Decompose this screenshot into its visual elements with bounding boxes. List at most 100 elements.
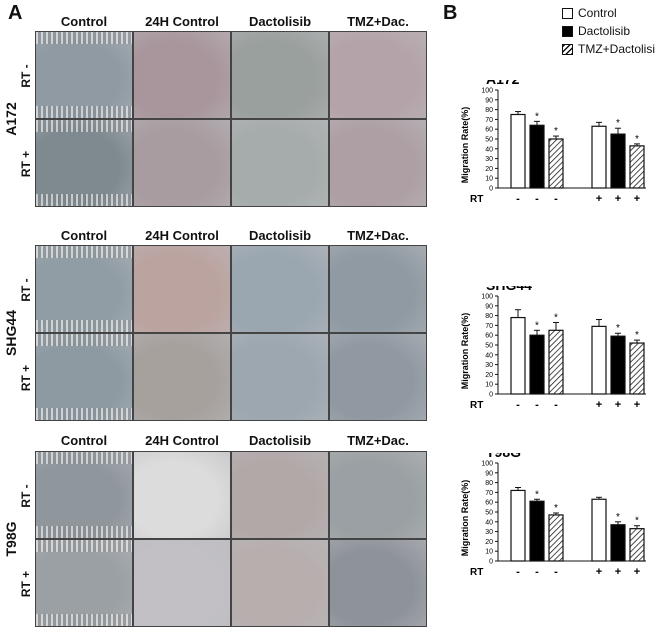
panel-letter-a: A: [8, 2, 23, 24]
rt-label: RT: [470, 400, 483, 411]
legend-swatch-white: [562, 7, 573, 19]
column-header: 24H Control: [145, 433, 219, 448]
column-header: 24H Control: [145, 228, 219, 243]
y-tick-label: 70: [485, 490, 493, 497]
microscopy-image: [133, 333, 231, 421]
bar: [629, 342, 645, 395]
y-tick-label: 50: [485, 510, 493, 517]
microscopy-image: [133, 119, 231, 207]
bar: [591, 325, 607, 395]
column-header: 24H Control: [145, 14, 219, 29]
y-tick-label: 50: [485, 343, 493, 350]
y-tick-label: 90: [485, 470, 493, 477]
microscopy-image: [35, 245, 133, 333]
legend-swatch-hatched: [562, 43, 573, 55]
significance-marker: *: [635, 134, 639, 145]
microscopy-image: [35, 539, 133, 627]
y-tick-label: 90: [485, 303, 493, 310]
rt-row-label: RT -: [19, 484, 33, 508]
y-tick-label: 100: [481, 88, 493, 95]
legend-label: Control: [578, 6, 617, 20]
microscopy-image: [329, 245, 427, 333]
y-tick-label: 70: [485, 117, 493, 124]
microscopy-image: [329, 31, 427, 119]
significance-marker: *: [635, 516, 639, 527]
y-tick-label: 0: [489, 559, 493, 566]
bar: [548, 329, 564, 395]
rt-row-label: RT +: [19, 150, 33, 178]
y-tick-label: 60: [485, 333, 493, 340]
rt-sign: +: [615, 193, 621, 205]
legend-item-control: Control: [562, 4, 655, 22]
bar: [510, 489, 526, 562]
cell-line-label: SHG44: [3, 310, 19, 356]
microscopy-image: [329, 119, 427, 207]
rt-sign: -: [516, 566, 520, 578]
rt-sign: -: [535, 566, 539, 578]
y-tick-label: 40: [485, 146, 493, 153]
microscopy-image: [329, 451, 427, 539]
significance-marker: *: [554, 126, 558, 137]
significance-marker: *: [616, 323, 620, 334]
bar: [529, 334, 545, 395]
cell-line-label: T98G: [3, 521, 19, 557]
bar: [629, 528, 645, 562]
microscopy-image: [133, 451, 231, 539]
rt-row-label: RT +: [19, 570, 33, 598]
rt-sign: +: [634, 399, 640, 411]
chart-title: A172: [486, 80, 520, 87]
y-tick-label: 100: [481, 294, 493, 301]
y-tick-label: 90: [485, 97, 493, 104]
rt-label: RT: [470, 567, 483, 578]
rt-label: RT: [470, 194, 483, 205]
column-header: Control: [60, 433, 108, 448]
bar: [529, 500, 545, 562]
y-tick-label: 60: [485, 500, 493, 507]
bar: [591, 498, 607, 562]
rt-sign: -: [535, 193, 539, 205]
y-tick-label: 80: [485, 313, 493, 320]
bar: [548, 514, 564, 562]
legend: Control Dactolisib TMZ+Dactolisib: [562, 4, 655, 58]
y-tick-label: 0: [489, 186, 493, 193]
bar-chart: SHG44 0 10 20 30 40 50 60 70 80 90 100 Migration Rat…: [460, 286, 646, 411]
y-tick-label: 20: [485, 166, 493, 173]
rt-sign: +: [596, 566, 602, 578]
microscopy-image: [329, 333, 427, 421]
rt-sign: +: [615, 566, 621, 578]
y-tick-label: 60: [485, 127, 493, 134]
bar: [610, 335, 626, 395]
y-tick-label: 20: [485, 372, 493, 379]
y-tick-label: 80: [485, 480, 493, 487]
legend-label: Dactolisib: [578, 24, 631, 38]
microscopy-image: [35, 333, 133, 421]
rt-sign: +: [634, 193, 640, 205]
y-tick-label: 40: [485, 352, 493, 359]
column-header: Dactolisib: [248, 228, 312, 243]
significance-marker: *: [535, 489, 539, 500]
bar: [610, 133, 626, 189]
rt-sign: +: [596, 399, 602, 411]
significance-marker: *: [616, 118, 620, 129]
column-header: TMZ+Dac.: [347, 228, 409, 243]
y-tick-label: 10: [485, 382, 493, 389]
significance-marker: *: [535, 111, 539, 122]
column-header: Dactolisib: [248, 433, 312, 448]
microscopy-image: [35, 451, 133, 539]
microscopy-image: [231, 245, 329, 333]
significance-marker: *: [535, 320, 539, 331]
chart-title: SHG44: [486, 286, 532, 293]
column-header: Control: [60, 14, 108, 29]
y-tick-label: 30: [485, 362, 493, 369]
significance-marker: *: [616, 512, 620, 523]
microscopy-image: [231, 119, 329, 207]
bar: [591, 125, 607, 189]
y-tick-label: 100: [481, 461, 493, 468]
y-axis-label: Migration Rate(%): [460, 480, 470, 557]
y-tick-label: 30: [485, 156, 493, 163]
y-tick-label: 50: [485, 137, 493, 144]
column-header: Dactolisib: [248, 14, 312, 29]
y-tick-label: 10: [485, 549, 493, 556]
rt-sign: -: [535, 399, 539, 411]
y-axis-label: Migration Rate(%): [460, 313, 470, 390]
